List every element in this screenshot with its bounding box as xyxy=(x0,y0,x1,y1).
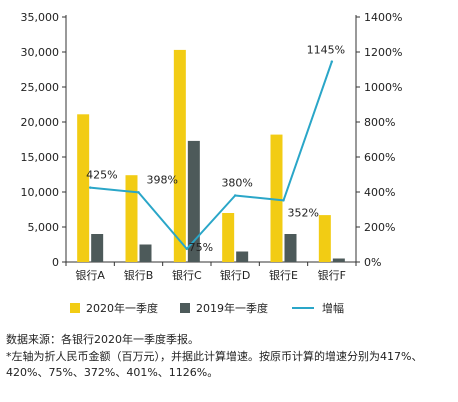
growth-point xyxy=(88,186,92,189)
bar-2019q1 xyxy=(236,251,249,262)
y-right-tick-label: 1000% xyxy=(364,81,402,94)
y-left-tick-label: 15,000 xyxy=(21,151,60,164)
growth-point xyxy=(330,60,334,63)
bar-2020q1 xyxy=(270,134,283,262)
legend-item-growth: 增幅 xyxy=(292,299,344,317)
chart-bars xyxy=(77,49,345,263)
bar-2020q1 xyxy=(222,213,235,262)
bar-2019q1 xyxy=(91,234,104,262)
x-tick-label: 银行B xyxy=(124,268,154,282)
legend-label-2019q1: 2019年一季度 xyxy=(196,302,268,315)
y-right-tick-label: 600% xyxy=(364,151,395,164)
chart-legend: 2020年一季度 2019年一季度 增幅 xyxy=(0,299,458,317)
bar-2020q1 xyxy=(318,215,331,262)
y-left-tick-label: 25,000 xyxy=(21,81,60,94)
y-left-tick-label: 20,000 xyxy=(21,116,60,129)
legend-swatch-2020q1 xyxy=(70,303,80,313)
y-left-tick-label: 10,000 xyxy=(21,186,60,199)
x-tick-label: 银行D xyxy=(220,268,250,282)
y-left-tick-label: 30,000 xyxy=(21,46,60,59)
chart-data-labels: 425% 398% 75% 380% 352% 1145% xyxy=(86,44,345,254)
growth-data-label: 352% xyxy=(288,206,319,219)
growth-data-label: 398% xyxy=(147,173,178,186)
y-right-tick-label: 1400% xyxy=(364,11,402,24)
y-right-tick-label: 400% xyxy=(364,186,395,199)
legend-swatch-2019q1 xyxy=(180,303,190,313)
bar-2020q1 xyxy=(77,114,90,262)
y-left-tick-label: 5,000 xyxy=(28,221,60,234)
x-tick-label: 银行E xyxy=(269,268,298,282)
y-left-tick-label: 35,000 xyxy=(21,11,60,24)
legend-swatch-growth xyxy=(292,307,314,309)
growth-point xyxy=(185,247,189,251)
bar-2019q1 xyxy=(284,234,297,262)
source-note: 数据来源：各银行2020年一季度季报。 xyxy=(6,333,199,346)
x-tick-label: 银行C xyxy=(172,268,202,282)
growth-data-label: 75% xyxy=(189,241,213,254)
y-right-tick-label: 200% xyxy=(364,221,395,234)
bar-2019q1 xyxy=(332,258,345,262)
y-left-tick-label: 0 xyxy=(52,256,59,269)
growth-point xyxy=(233,194,237,197)
bar-2020q1 xyxy=(173,49,186,263)
bar-2019q1 xyxy=(187,140,200,262)
chart-growth-line xyxy=(88,60,334,251)
growth-point xyxy=(137,191,140,194)
growth-data-label: 380% xyxy=(221,177,252,190)
chart-area: 0 5,000 10,000 15,000 20,000 25,000 30,000 35,0… xyxy=(21,11,403,282)
legend-item-2020q1: 2020年一季度 xyxy=(70,299,158,317)
growth-point xyxy=(282,199,285,202)
bar-2020q1 xyxy=(125,175,138,262)
bar-2019q1 xyxy=(139,244,152,262)
growth-line-path xyxy=(90,61,333,250)
x-tick-label: 银行A xyxy=(75,268,105,282)
legend-label-growth: 增幅 xyxy=(322,302,344,315)
y-right-tick-label: 1200% xyxy=(364,46,402,59)
y-right-tick-label: 800% xyxy=(364,116,395,129)
chart-axes: 0 5,000 10,000 15,000 20,000 25,000 30,000 35,0… xyxy=(21,11,403,282)
footnote: *左轴为折人民币金额（百万元），并据此计算增速。按原币计算的增速分别为417%、… xyxy=(6,350,423,379)
legend-label-2020q1: 2020年一季度 xyxy=(86,302,158,315)
legend-item-2019q1: 2019年一季度 xyxy=(180,299,268,317)
growth-data-label: 425% xyxy=(86,169,117,182)
y-right-tick-label: 0% xyxy=(364,256,381,269)
growth-data-label: 1145% xyxy=(307,44,345,57)
x-tick-label: 银行F xyxy=(318,268,346,282)
